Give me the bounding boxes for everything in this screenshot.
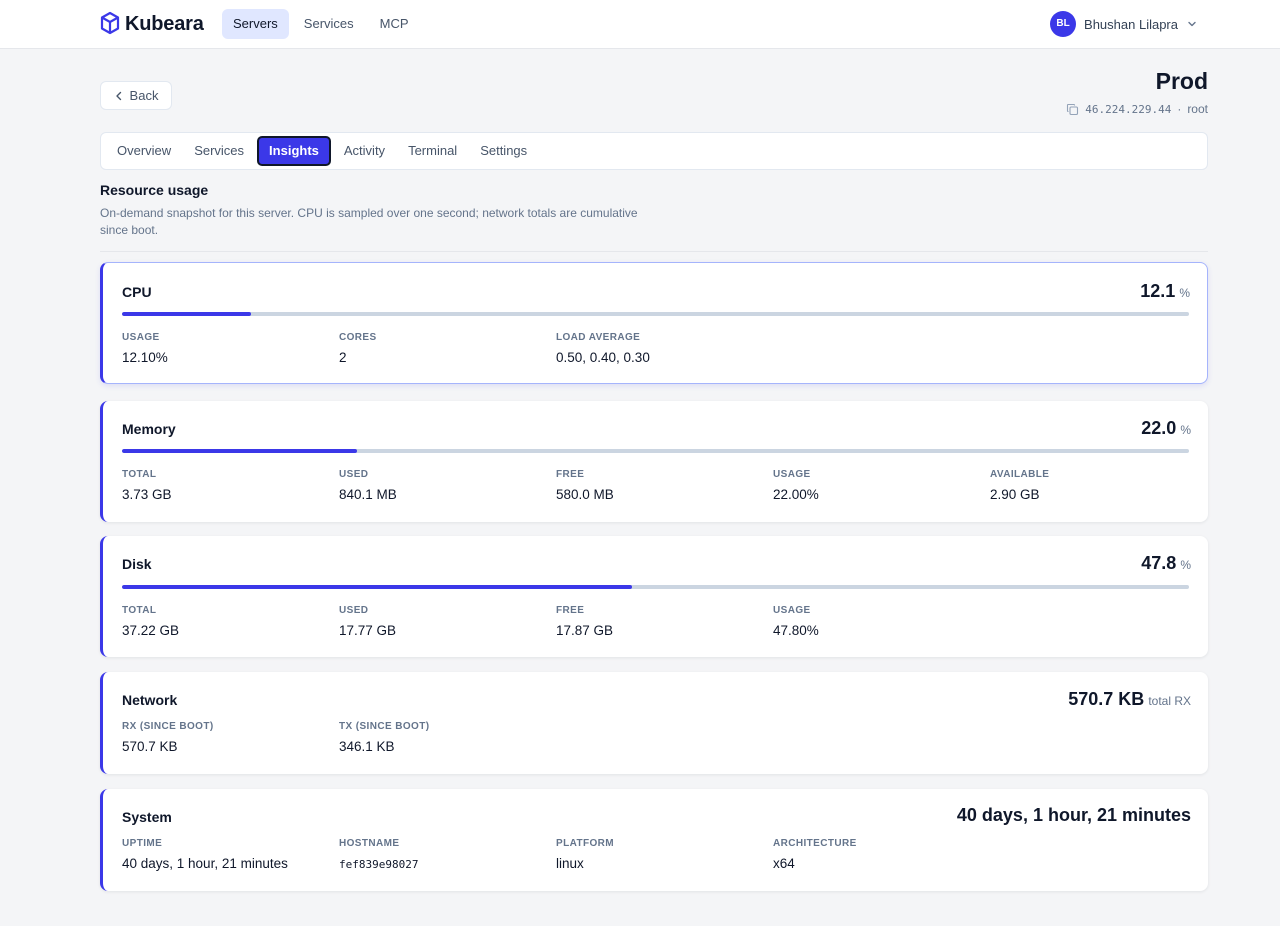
main-nav: Servers Services MCP (222, 9, 420, 39)
tab-settings[interactable]: Settings (480, 143, 528, 158)
stat-usage: USAGE 22.00% (773, 469, 819, 502)
user-name: Bhushan Lilapra (1084, 16, 1178, 32)
stat-usage: USAGE 47.80% (773, 605, 819, 638)
stat-load-average: LOAD AVERAGE 0.50, 0.40, 0.30 (556, 332, 650, 365)
stat-rx: RX (SINCE BOOT) 570.7 KB (122, 721, 214, 754)
copy-icon[interactable] (1066, 103, 1079, 116)
logo-cube-icon (100, 11, 120, 35)
memory-card: Memory 22.0 % TOTAL 3.73 GB USED 840.1 M… (100, 401, 1208, 522)
stat-total: TOTAL 3.73 GB (122, 469, 172, 502)
system-uptime-value: 40 days, 1 hour, 21 minutes (956, 805, 1191, 825)
tab-terminal[interactable]: Terminal (408, 143, 458, 158)
card-title: CPU (122, 284, 152, 300)
memory-usage-value: 22.0 % (1141, 418, 1191, 438)
page-title: Prod (1155, 68, 1208, 94)
system-card: System 40 days, 1 hour, 21 minutes UPTIM… (100, 789, 1208, 891)
stat-free: FREE 17.87 GB (556, 605, 614, 638)
card-title: Disk (122, 556, 152, 572)
stat-tx: TX (SINCE BOOT) 346.1 KB (339, 721, 430, 754)
section-description: On-demand snapshot for this server. CPU … (100, 206, 638, 237)
cpu-progress-bar (122, 312, 1189, 316)
app-name: Kubeara (125, 12, 204, 35)
stat-uptime: UPTIME 40 days, 1 hour, 21 minutes (122, 838, 288, 871)
network-card: Network 570.7 KB total RX RX (SINCE BOOT… (100, 672, 1208, 774)
card-title: System (122, 809, 172, 825)
cpu-card: CPU 12.1 % USAGE 12.10% CORES 2 LOAD AVE… (100, 262, 1208, 384)
server-address: 46.224.229.44 · root (1066, 102, 1208, 116)
nav-servers[interactable]: Servers (222, 9, 289, 39)
memory-progress-fill (122, 449, 357, 453)
server-ip: 46.224.229.44 (1085, 102, 1172, 116)
disk-progress-bar (122, 585, 1189, 589)
disk-usage-value: 47.8 % (1141, 553, 1191, 573)
cpu-progress-fill (122, 312, 252, 316)
memory-progress-bar (122, 449, 1189, 453)
app-logo[interactable]: Kubeara (100, 11, 204, 37)
divider (100, 251, 1208, 252)
card-title: Memory (122, 421, 176, 437)
nav-mcp[interactable]: MCP (379, 16, 409, 31)
disk-progress-fill (122, 585, 633, 589)
top-bar: Kubeara Servers Services MCP BL Bhushan … (0, 0, 1280, 49)
nav-services[interactable]: Services (303, 16, 354, 31)
disk-card: Disk 47.8 % TOTAL 37.22 GB USED 17.77 GB… (100, 536, 1208, 657)
tab-activity[interactable]: Activity (343, 143, 386, 158)
section-title: Resource usage (100, 182, 209, 198)
tab-services[interactable]: Services (194, 143, 245, 158)
chevron-left-icon (115, 91, 121, 100)
meta-separator: · (1177, 102, 1182, 116)
card-title: Network (122, 692, 178, 708)
server-tabs: Overview Services Insights Activity Term… (100, 132, 1208, 170)
cpu-usage-value: 12.1 % (1140, 281, 1190, 301)
stat-used: USED 17.77 GB (339, 605, 397, 638)
tab-insights[interactable]: Insights (257, 136, 331, 166)
stat-platform: PLATFORM linux (556, 838, 615, 871)
back-label: Back (129, 88, 159, 103)
server-login-user: root (1187, 102, 1208, 116)
stat-usage: USAGE 12.10% (122, 332, 168, 365)
network-total-value: 570.7 KB total RX (1068, 689, 1191, 709)
stat-cores: CORES 2 (339, 332, 377, 365)
stat-total: TOTAL 37.22 GB (122, 605, 180, 638)
stat-free: FREE 580.0 MB (556, 469, 614, 502)
tab-overview[interactable]: Overview (117, 143, 172, 158)
stat-architecture: ARCHITECTURE x64 (773, 838, 857, 871)
stat-available: AVAILABLE 2.90 GB (990, 469, 1050, 502)
stat-used: USED 840.1 MB (339, 469, 397, 502)
chevron-down-icon (1188, 21, 1196, 27)
avatar: BL (1050, 11, 1077, 37)
stat-hostname: HOSTNAME fef839e98027 (339, 838, 419, 871)
back-button[interactable]: Back (100, 81, 172, 110)
user-menu[interactable]: BL Bhushan Lilapra (1050, 11, 1198, 37)
